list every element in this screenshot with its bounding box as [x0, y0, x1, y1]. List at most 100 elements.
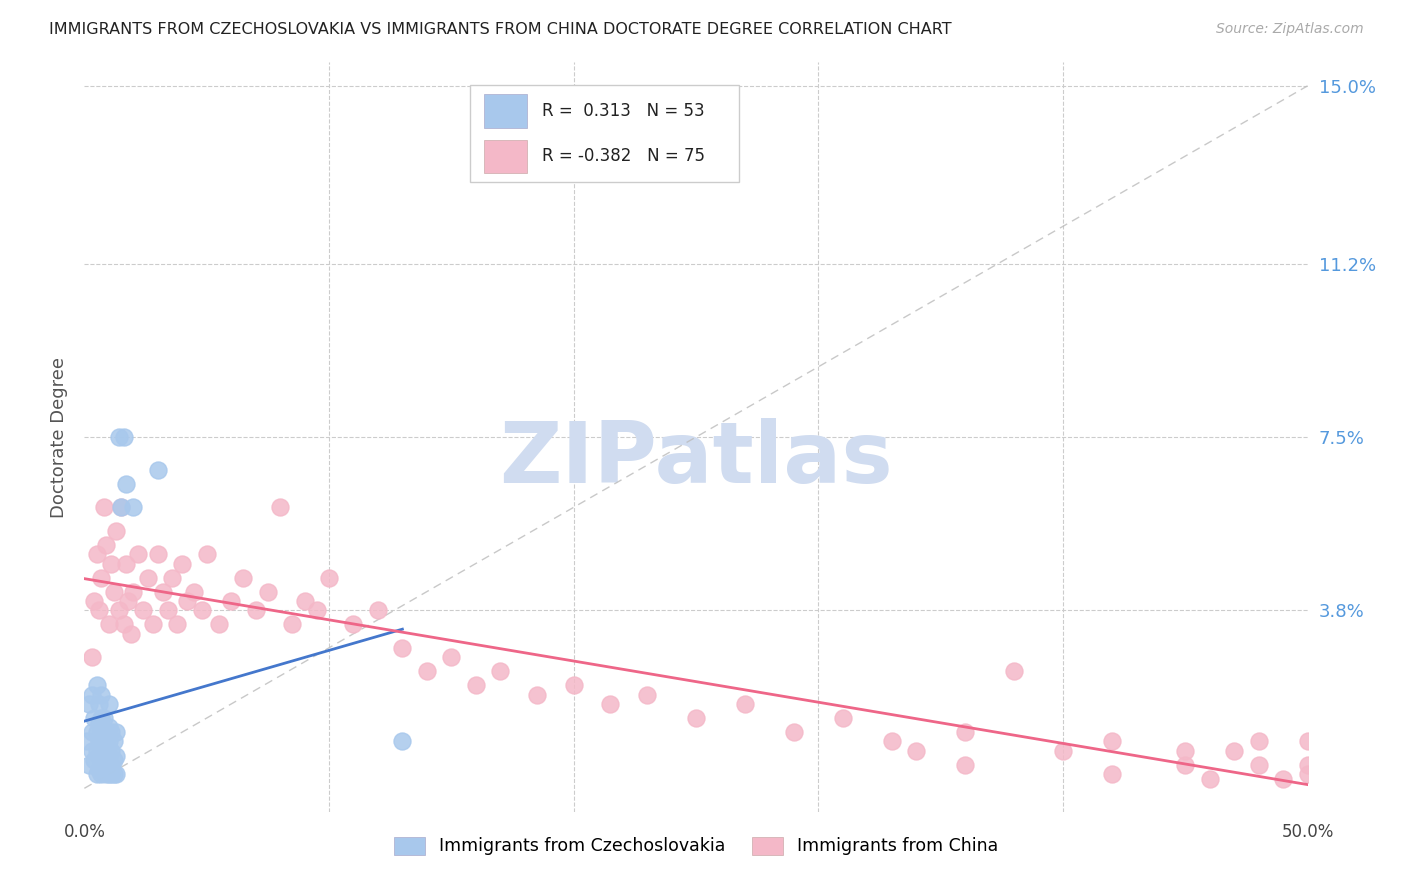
- Point: [80, 650, 103, 665]
- Point: [1296, 767, 1319, 781]
- Point: [831, 711, 853, 725]
- Point: [191, 603, 214, 617]
- Point: [526, 688, 548, 702]
- Point: [132, 603, 155, 617]
- Point: [90, 571, 112, 585]
- Point: [281, 617, 304, 632]
- Point: [87, 603, 110, 617]
- Point: [783, 725, 806, 739]
- Point: [97, 617, 120, 632]
- Point: [318, 571, 340, 585]
- Point: [96, 753, 118, 767]
- Point: [105, 767, 128, 781]
- Point: [103, 753, 125, 767]
- Point: [391, 734, 413, 748]
- Point: [90, 688, 112, 702]
- Point: [391, 640, 413, 655]
- Point: [367, 603, 389, 617]
- Point: [90, 725, 112, 739]
- Point: [1247, 734, 1270, 748]
- Point: [305, 603, 328, 617]
- Point: [880, 734, 903, 748]
- Point: [97, 767, 120, 781]
- Text: IMMIGRANTS FROM CZECHOSLOVAKIA VS IMMIGRANTS FROM CHINA DOCTORATE DEGREE CORRELA: IMMIGRANTS FROM CZECHOSLOVAKIA VS IMMIGR…: [49, 22, 952, 37]
- Point: [208, 617, 231, 632]
- Point: [100, 725, 122, 739]
- Point: [1247, 758, 1270, 772]
- Point: [76, 734, 98, 748]
- Point: [146, 463, 169, 477]
- Point: [489, 664, 512, 678]
- Point: [136, 571, 159, 585]
- Point: [1174, 744, 1197, 758]
- Point: [83, 711, 105, 725]
- Point: [685, 711, 707, 725]
- Point: [87, 734, 110, 748]
- Point: [93, 711, 115, 725]
- Point: [294, 594, 316, 608]
- Point: [77, 697, 100, 711]
- Point: [257, 584, 280, 599]
- FancyBboxPatch shape: [484, 140, 527, 173]
- Point: [146, 547, 169, 561]
- Point: [103, 584, 125, 599]
- Point: [1296, 734, 1319, 748]
- Point: [269, 500, 291, 515]
- Point: [83, 753, 105, 767]
- Point: [97, 697, 120, 711]
- Point: [142, 617, 165, 632]
- Point: [440, 650, 463, 665]
- Point: [342, 617, 364, 632]
- Point: [953, 758, 976, 772]
- Point: [117, 594, 139, 608]
- Point: [90, 711, 112, 725]
- Point: [96, 767, 118, 781]
- Point: [195, 547, 218, 561]
- FancyBboxPatch shape: [484, 94, 527, 128]
- Point: [80, 744, 103, 758]
- Point: [90, 767, 112, 781]
- Point: [232, 571, 254, 585]
- Point: [120, 626, 142, 640]
- Point: [734, 697, 756, 711]
- Point: [93, 748, 115, 763]
- Point: [183, 584, 205, 599]
- Point: [636, 688, 658, 702]
- Point: [96, 538, 118, 552]
- Legend: Immigrants from Czechoslovakia, Immigrants from China: Immigrants from Czechoslovakia, Immigran…: [394, 837, 998, 855]
- Point: [105, 725, 128, 739]
- Point: [1052, 744, 1074, 758]
- Y-axis label: Doctorate Degree: Doctorate Degree: [49, 357, 67, 517]
- Point: [103, 734, 125, 748]
- Point: [1002, 664, 1025, 678]
- Text: ZIPatlas: ZIPatlas: [499, 418, 893, 501]
- Point: [176, 594, 198, 608]
- Point: [562, 678, 585, 692]
- Point: [105, 524, 128, 538]
- Point: [110, 500, 132, 515]
- Point: [112, 430, 135, 444]
- Point: [1101, 734, 1123, 748]
- Point: [115, 476, 138, 491]
- Point: [172, 557, 194, 571]
- Point: [97, 748, 120, 763]
- Point: [115, 557, 138, 571]
- Text: Source: ZipAtlas.com: Source: ZipAtlas.com: [1216, 22, 1364, 37]
- Point: [83, 594, 105, 608]
- Point: [100, 557, 122, 571]
- Point: [156, 603, 179, 617]
- Point: [86, 678, 108, 692]
- Point: [112, 617, 135, 632]
- Point: [1174, 758, 1197, 772]
- Point: [77, 758, 100, 772]
- Point: [86, 725, 108, 739]
- Point: [97, 721, 120, 735]
- Point: [105, 748, 128, 763]
- Point: [110, 500, 132, 515]
- Point: [87, 697, 110, 711]
- Point: [107, 430, 129, 444]
- Point: [1198, 772, 1220, 786]
- Point: [86, 547, 108, 561]
- Point: [122, 500, 145, 515]
- Point: [166, 617, 188, 632]
